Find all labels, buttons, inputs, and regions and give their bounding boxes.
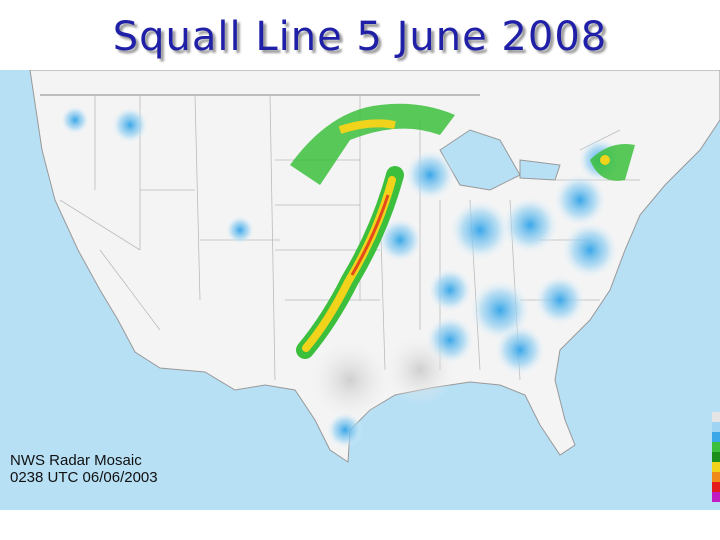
legend-bar (712, 412, 720, 502)
squall-line (290, 103, 635, 359)
map-caption: NWS Radar Mosaic (10, 452, 142, 469)
slide-title: Squall Line 5 June 2008 (112, 14, 608, 60)
radar-map: NWS Radar Mosaic 0238 UTC 06/06/2003 (0, 70, 720, 510)
great-lakes (439, 129, 561, 191)
map-caption: 0238 UTC 06/06/2003 (10, 469, 158, 486)
light-echoes (61, 106, 622, 448)
